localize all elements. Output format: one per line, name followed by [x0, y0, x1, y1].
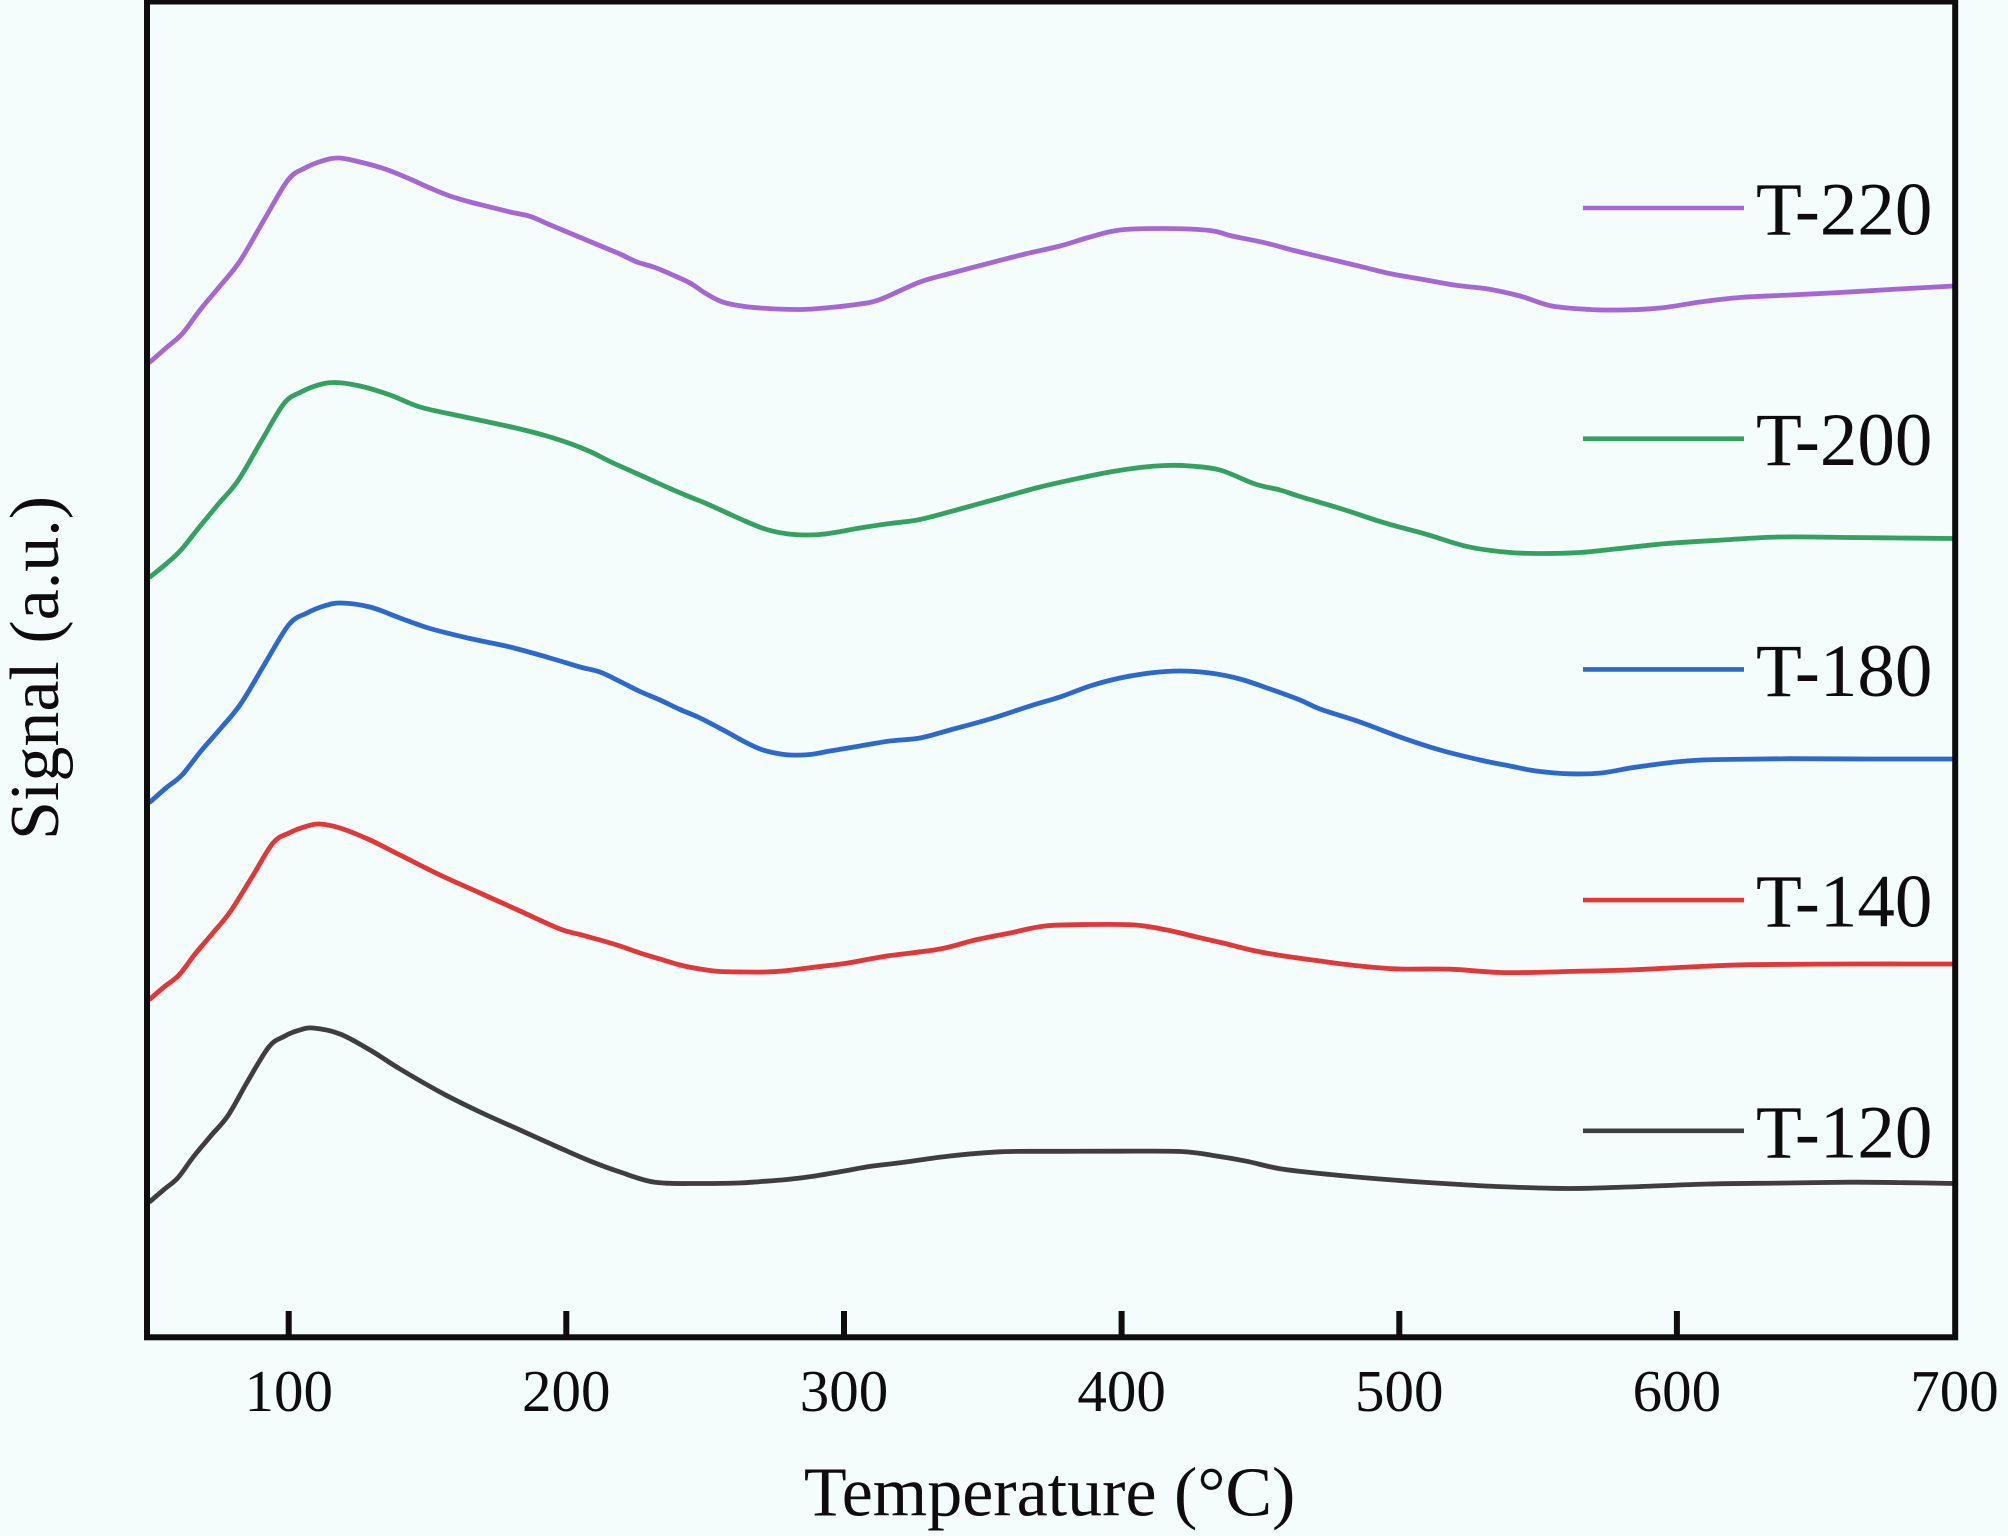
svg-text:200: 200 — [522, 1358, 611, 1424]
svg-text:400: 400 — [1077, 1358, 1166, 1424]
svg-text:Temperature (°C): Temperature (°C) — [804, 1455, 1295, 1532]
svg-text:T-220: T-220 — [1756, 169, 1932, 252]
svg-text:Signal (a.u.): Signal (a.u.) — [0, 496, 74, 840]
svg-text:700: 700 — [1910, 1358, 1999, 1424]
svg-text:600: 600 — [1633, 1358, 1722, 1424]
svg-text:300: 300 — [800, 1358, 889, 1424]
svg-text:T-140: T-140 — [1756, 861, 1932, 944]
svg-text:T-180: T-180 — [1756, 630, 1932, 713]
svg-text:500: 500 — [1355, 1358, 1444, 1424]
svg-text:T-200: T-200 — [1756, 399, 1932, 482]
svg-text:100: 100 — [244, 1358, 333, 1424]
svg-text:T-120: T-120 — [1756, 1091, 1932, 1174]
